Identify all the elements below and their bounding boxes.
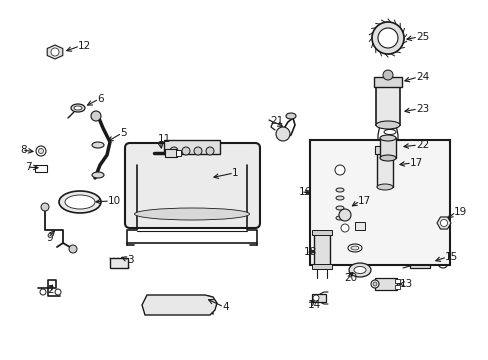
Ellipse shape bbox=[347, 244, 361, 252]
Bar bbox=[164, 149, 177, 157]
Bar bbox=[311, 264, 331, 269]
Text: 17: 17 bbox=[357, 196, 370, 206]
Circle shape bbox=[437, 258, 447, 268]
Bar bbox=[311, 230, 331, 235]
Ellipse shape bbox=[372, 282, 376, 286]
Circle shape bbox=[312, 295, 318, 301]
Text: 1: 1 bbox=[231, 168, 238, 178]
Text: 15: 15 bbox=[444, 252, 457, 262]
Polygon shape bbox=[47, 45, 62, 59]
Circle shape bbox=[51, 48, 59, 56]
Ellipse shape bbox=[379, 155, 395, 161]
Text: 14: 14 bbox=[307, 300, 321, 310]
Circle shape bbox=[170, 147, 178, 155]
Bar bbox=[394, 285, 399, 289]
Ellipse shape bbox=[375, 121, 399, 129]
Ellipse shape bbox=[348, 263, 370, 277]
Bar bbox=[374, 146, 394, 154]
Circle shape bbox=[69, 245, 77, 253]
Text: 2: 2 bbox=[47, 285, 54, 295]
Bar bbox=[110, 258, 128, 268]
Text: 7: 7 bbox=[25, 162, 32, 172]
Circle shape bbox=[338, 209, 350, 221]
Ellipse shape bbox=[285, 113, 295, 119]
Text: 16: 16 bbox=[298, 187, 312, 197]
Ellipse shape bbox=[335, 196, 343, 200]
Text: 12: 12 bbox=[78, 41, 91, 51]
Text: 9: 9 bbox=[46, 233, 53, 243]
Circle shape bbox=[36, 146, 46, 156]
Ellipse shape bbox=[74, 106, 82, 110]
Bar bbox=[376, 152, 392, 187]
Bar bbox=[394, 279, 399, 283]
Ellipse shape bbox=[370, 280, 378, 288]
Ellipse shape bbox=[383, 114, 395, 120]
Bar bbox=[354, 222, 364, 230]
Text: 21: 21 bbox=[269, 116, 283, 126]
Circle shape bbox=[377, 28, 397, 48]
Ellipse shape bbox=[335, 188, 343, 192]
Ellipse shape bbox=[71, 104, 85, 112]
Ellipse shape bbox=[335, 206, 343, 210]
Circle shape bbox=[334, 165, 345, 175]
Polygon shape bbox=[142, 295, 217, 315]
Circle shape bbox=[440, 220, 447, 226]
Text: 5: 5 bbox=[120, 128, 126, 138]
Text: 11: 11 bbox=[158, 134, 171, 144]
Text: 22: 22 bbox=[415, 140, 428, 150]
Bar bbox=[309, 140, 449, 265]
Text: 18: 18 bbox=[304, 247, 317, 257]
Text: 4: 4 bbox=[222, 302, 228, 312]
Ellipse shape bbox=[350, 246, 358, 250]
Text: 17: 17 bbox=[409, 158, 423, 168]
Bar bbox=[375, 85, 399, 125]
Circle shape bbox=[182, 147, 190, 155]
Ellipse shape bbox=[65, 195, 95, 209]
Circle shape bbox=[39, 149, 43, 153]
Text: 25: 25 bbox=[415, 32, 428, 42]
Text: 10: 10 bbox=[108, 196, 121, 206]
Ellipse shape bbox=[92, 142, 104, 148]
Text: 8: 8 bbox=[20, 145, 26, 155]
Bar bbox=[313, 232, 329, 268]
Bar bbox=[35, 165, 47, 172]
Bar bbox=[409, 258, 429, 268]
Circle shape bbox=[91, 111, 101, 121]
Ellipse shape bbox=[379, 135, 395, 141]
Ellipse shape bbox=[383, 125, 395, 130]
Circle shape bbox=[194, 147, 202, 155]
Text: 3: 3 bbox=[127, 255, 133, 265]
Circle shape bbox=[275, 127, 289, 141]
Ellipse shape bbox=[353, 266, 365, 274]
Circle shape bbox=[41, 203, 49, 211]
Bar bbox=[374, 278, 396, 290]
Ellipse shape bbox=[92, 172, 104, 178]
Circle shape bbox=[55, 289, 61, 295]
Text: 23: 23 bbox=[415, 104, 428, 114]
Ellipse shape bbox=[134, 208, 249, 220]
Circle shape bbox=[340, 224, 348, 232]
Ellipse shape bbox=[59, 191, 101, 213]
Bar bbox=[176, 150, 181, 156]
Text: 6: 6 bbox=[97, 94, 103, 104]
Circle shape bbox=[382, 70, 392, 80]
Text: 20: 20 bbox=[343, 273, 356, 283]
Text: 13: 13 bbox=[399, 279, 412, 289]
Text: 24: 24 bbox=[415, 72, 428, 82]
Bar bbox=[379, 138, 395, 158]
FancyBboxPatch shape bbox=[125, 143, 260, 228]
Bar bbox=[163, 140, 220, 154]
Polygon shape bbox=[436, 217, 450, 229]
Circle shape bbox=[371, 22, 403, 54]
Ellipse shape bbox=[376, 184, 392, 190]
Bar bbox=[311, 294, 325, 302]
Circle shape bbox=[205, 147, 214, 155]
Bar bbox=[373, 77, 401, 87]
Ellipse shape bbox=[335, 216, 343, 220]
Text: 19: 19 bbox=[453, 207, 467, 217]
Circle shape bbox=[40, 289, 46, 295]
